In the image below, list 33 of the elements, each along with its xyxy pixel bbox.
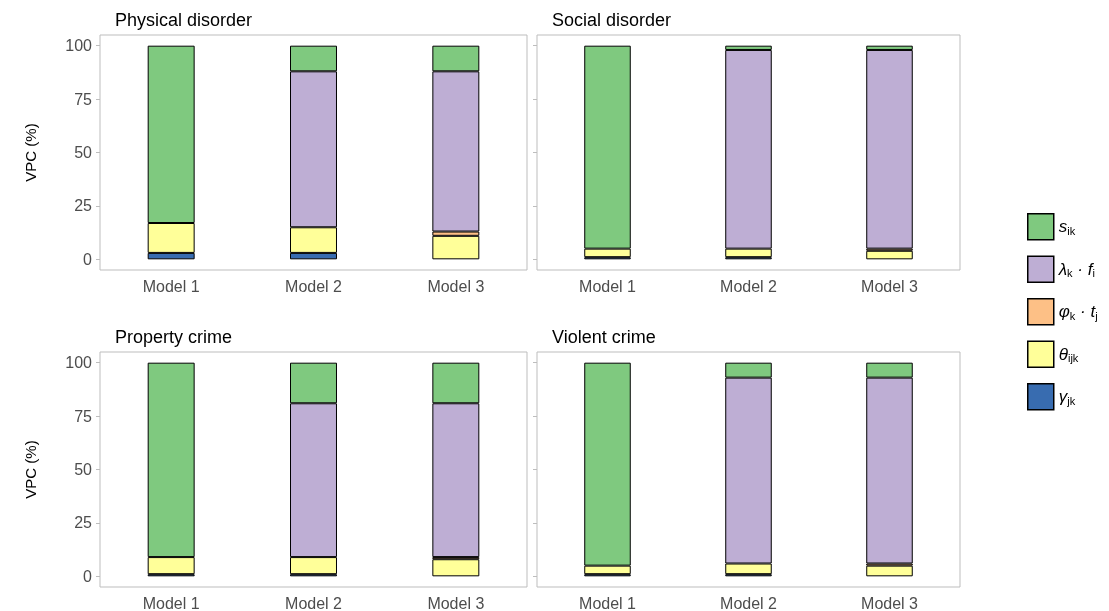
y-tick-label: 50 [74,461,93,478]
chart-title: Social disorder [552,10,672,30]
y-tick-label: 100 [65,37,93,55]
x-tick-label: Model 2 [720,594,778,611]
bar [432,235,480,260]
bar [866,49,913,249]
y-tick-label: 75 [74,90,93,108]
y-tick-label: 0 [83,567,93,585]
x-tick-label: Model 1 [142,594,200,611]
x-tick-label: Model 2 [285,594,343,611]
y-axis-title: VPC (%) [22,440,39,499]
y-tick-label: 25 [74,514,93,532]
y-tick-label: 50 [74,144,93,161]
x-tick-label: Model 2 [720,277,778,295]
y-tick-label: 75 [74,407,93,425]
x-tick-label: Model 1 [579,594,637,611]
chart-title: Physical disorder [115,10,253,30]
x-tick-label: Model 3 [861,594,919,611]
bar [432,559,480,577]
bar [866,250,913,260]
x-tick-label: Model 1 [579,277,637,295]
x-tick-label: Model 2 [285,277,343,295]
y-tick-label: 100 [65,354,93,372]
x-tick-label: Model 3 [861,277,919,295]
chart-title: Property crime [115,327,233,347]
x-tick-label: Model 3 [427,277,485,295]
y-tick-label: 25 [74,197,93,215]
y-tick-label: 0 [83,250,93,268]
x-tick-label: Model 1 [142,277,200,295]
x-tick-label: Model 3 [427,594,485,611]
chart-title: Violent crime [552,327,656,347]
y-axis-title: VPC (%) [22,123,39,182]
bar [866,565,913,577]
